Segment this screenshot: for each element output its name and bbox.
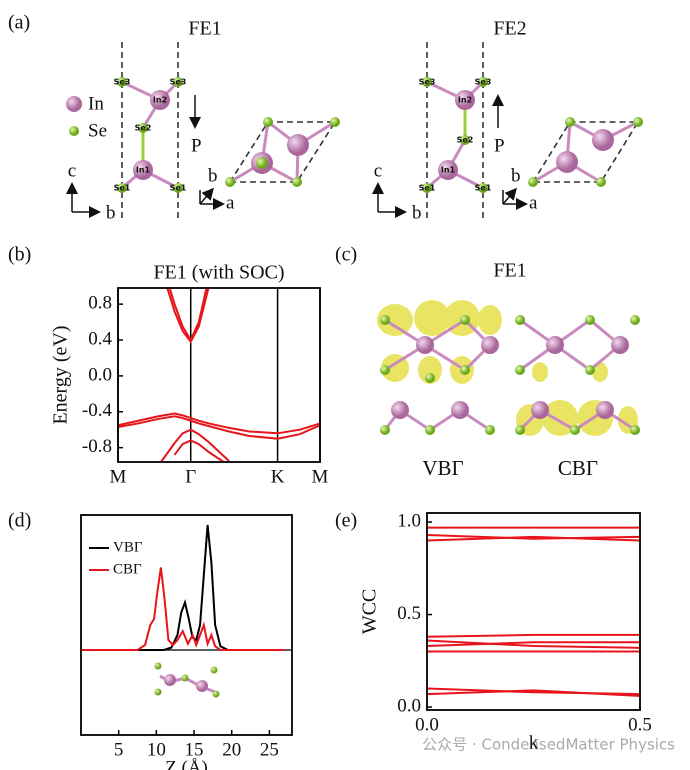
series-line — [159, 428, 230, 462]
atom-label: Se2 — [457, 136, 474, 145]
x-tick-label: M — [110, 466, 127, 487]
y-tick-label: 0.5 — [397, 603, 421, 624]
y-axis-label: WCC — [359, 589, 381, 635]
panel-label: (a) — [8, 12, 30, 34]
plot-frame — [80, 514, 293, 736]
plot-area — [81, 524, 285, 651]
series-line — [118, 412, 320, 435]
structure-title: FE2 — [493, 18, 526, 40]
axis-label: b — [208, 165, 218, 186]
x-tick-label: 0.5 — [628, 714, 652, 735]
axis-label: b — [106, 202, 116, 223]
plot-frame — [117, 287, 321, 463]
y-tick-label: 0.0 — [88, 364, 112, 385]
x-tick-label: 20 — [222, 739, 241, 760]
series-line — [81, 567, 285, 651]
series-line — [427, 535, 640, 542]
axis-label: b — [511, 165, 521, 186]
series-line — [168, 288, 208, 343]
y-tick-label: -0.4 — [82, 400, 113, 421]
structure-fe2: FE2 Se3 Se3 In2 Se2 In1 Se1 Se1 P c b b … — [372, 18, 643, 223]
x-tick-label: 10 — [147, 739, 166, 760]
plot-frame — [426, 512, 641, 711]
y-tick-label: 1.0 — [397, 510, 421, 531]
atom-label: Se1 — [114, 184, 131, 193]
charge-density: FE1 VBΓ CBΓ — [377, 260, 640, 480]
structure-inset — [154, 662, 220, 698]
state-label: CBΓ — [558, 456, 598, 480]
atom-label: In2 — [153, 96, 167, 105]
x-tick-label: 15 — [185, 739, 204, 760]
x-tick-label: Γ — [185, 466, 196, 487]
atom-label: Se2 — [135, 124, 152, 133]
legend-label: CBΓ — [113, 561, 142, 577]
axis-label: a — [226, 192, 235, 213]
atom-label: Se3 — [419, 78, 436, 87]
series-line — [173, 439, 226, 462]
atom-label: Se1 — [419, 184, 436, 193]
x-axis-label: k — [529, 732, 539, 753]
series-line — [427, 639, 640, 649]
y-tick-label: 0.0 — [397, 695, 421, 716]
structure-fe1: FE1 Se3 Se3 In2 Se2 In1 Se1 Se1 In Se P … — [66, 18, 340, 223]
panel-label: (d) — [8, 510, 31, 532]
x-tick-label: 0.0 — [415, 714, 439, 735]
y-tick-label: -0.8 — [82, 436, 112, 457]
axis-label: c — [68, 160, 76, 181]
watermark: 公众号 · CondensedMatter Physics — [422, 736, 675, 754]
atom-label: In2 — [458, 96, 472, 105]
series-line — [427, 534, 640, 540]
series-line — [166, 288, 210, 344]
legend-label: Se — [88, 120, 107, 141]
chart-title: FE1 (with SOC) — [153, 262, 284, 284]
x-axis-label: Z (Å) — [165, 757, 208, 770]
axis-label: a — [529, 192, 538, 213]
plot-area — [427, 526, 640, 697]
x-tick-label: 5 — [114, 739, 124, 760]
axis-label: c — [374, 160, 382, 181]
y-axis-label: Energy (eV) — [50, 325, 72, 424]
series-line — [427, 689, 640, 697]
charts: M Γ K M 0.8 0.4 0.0 -0.4 -0.8 FE1 (with SOC) Energ… — [50, 262, 652, 770]
atom-label: Se3 — [170, 78, 187, 87]
series-line — [427, 633, 640, 638]
structure-title: FE1 — [188, 18, 221, 40]
series-line — [81, 524, 285, 651]
series-line — [427, 641, 640, 647]
x-tick-label: 25 — [260, 739, 279, 760]
legend-label: VBΓ — [113, 539, 143, 555]
atom-label: Se3 — [475, 78, 492, 87]
atom-label: Se1 — [475, 184, 492, 193]
x-tick-label: M — [312, 466, 329, 487]
panel-label: (b) — [8, 244, 31, 266]
state-label: VBΓ — [422, 456, 463, 480]
plot-area — [118, 288, 320, 462]
atom-label: Se1 — [170, 184, 187, 193]
axis-label: b — [412, 202, 422, 223]
series-line — [118, 415, 320, 440]
y-tick-label: 0.8 — [88, 293, 112, 314]
panel-label: (e) — [335, 510, 357, 532]
legend-label: In — [88, 93, 104, 114]
atom-label: In1 — [441, 166, 456, 175]
polarization-label: P — [494, 135, 505, 156]
atom-label: In1 — [136, 166, 151, 175]
panel-label: (c) — [335, 244, 357, 266]
polarization-label: P — [191, 135, 202, 156]
y-tick-label: 0.4 — [88, 328, 112, 349]
atom-label: Se3 — [114, 78, 131, 87]
panel-title: FE1 — [493, 260, 526, 282]
x-tick-label: K — [271, 466, 285, 487]
